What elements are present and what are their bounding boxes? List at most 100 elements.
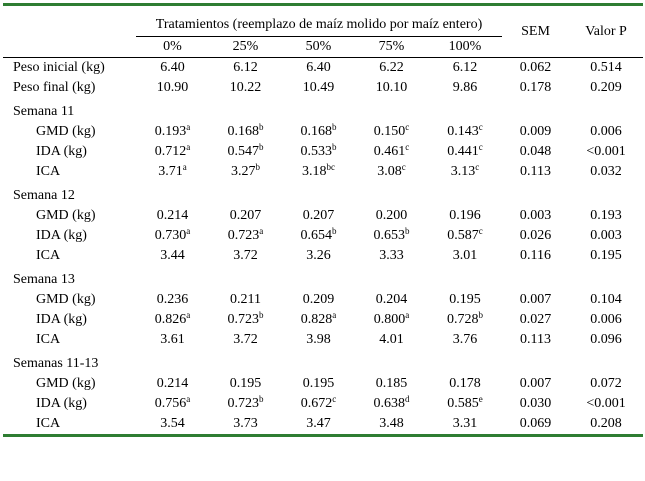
- significance-letter: b: [259, 122, 264, 132]
- pvalue-cell: 0.006: [590, 124, 622, 139]
- cell-value: 0.826: [154, 312, 187, 327]
- cell-value: 0.547: [227, 144, 260, 159]
- cell-value: 0.756: [154, 396, 187, 411]
- significance-letter: a: [186, 310, 191, 320]
- significance-letter: b: [332, 142, 337, 152]
- significance-letter: a: [259, 226, 264, 236]
- value-cell: 0.196: [428, 206, 502, 226]
- table-row: IDA (kg) 0.756a 0.723b 0.672c 0.638d 0.585e 0.…: [3, 394, 643, 414]
- value-cell: 0.207: [209, 206, 282, 226]
- cell-value: 0.200: [375, 208, 408, 223]
- level-header: 75%: [378, 39, 405, 54]
- value-cell: 10.49: [282, 78, 355, 98]
- table-row: ICA 3.44 3.72 3.26 3.33 3.01 0.116 0.195: [3, 246, 643, 266]
- cell-value: 0.723: [227, 312, 260, 327]
- pvalue-cell: 0.193: [590, 208, 622, 223]
- cell-value: 0.728: [447, 312, 479, 327]
- value-cell: 0.826a: [136, 310, 209, 330]
- cell-value: 0.638: [373, 396, 406, 411]
- table-header: Tratamientos (reemplazo de maíz molido p…: [3, 4, 644, 58]
- value-cell: 0.587c: [428, 226, 502, 246]
- cell-value: 3.61: [160, 332, 185, 347]
- sem-cell: 0.026: [519, 228, 552, 243]
- cell-value: 3.98: [306, 332, 331, 347]
- cell-value: 3.26: [306, 248, 331, 263]
- cell-value: 0.236: [156, 292, 189, 307]
- pvalue-cell: 0.072: [590, 376, 622, 391]
- cell-value: 3.27: [231, 164, 256, 179]
- value-cell: 0.168b: [209, 122, 282, 142]
- table-row: GMD (kg) 0.214 0.207 0.207 0.200 0.196 0.003 0.…: [3, 206, 643, 226]
- value-cell: 0.204: [355, 290, 428, 310]
- sem-cell: 0.116: [520, 248, 552, 263]
- cell-value: 0.207: [229, 208, 262, 223]
- value-cell: 0.533b: [282, 142, 355, 162]
- pvalue-cell: 0.195: [590, 248, 622, 263]
- pvalue-cell: 0.003: [590, 228, 622, 243]
- significance-letter: b: [255, 162, 261, 172]
- significance-letter: e: [478, 394, 483, 404]
- value-cell: 0.723a: [209, 226, 282, 246]
- cell-value: 10.49: [302, 80, 335, 95]
- value-cell: 0.200: [355, 206, 428, 226]
- value-cell: 0.214: [136, 206, 209, 226]
- value-cell: 3.72: [209, 246, 282, 266]
- cell-value: 0.712: [154, 144, 187, 159]
- value-cell: 3.48: [355, 414, 428, 437]
- sem-cell: 0.069: [502, 414, 570, 437]
- value-cell: 0.756a: [136, 394, 209, 414]
- value-cell: 6.40: [136, 58, 209, 79]
- significance-letter: a: [405, 310, 410, 320]
- cell-value: 10.90: [156, 80, 189, 95]
- value-cell: 0.178: [428, 374, 502, 394]
- level-header: 100%: [448, 39, 482, 54]
- cell-value: 0.207: [302, 208, 335, 223]
- significance-letter: a: [186, 122, 191, 132]
- sem-header: SEM: [521, 23, 550, 39]
- cell-value: 3.08: [377, 164, 402, 179]
- cell-value: 0.654: [300, 228, 333, 243]
- sem-cell: 0.007: [519, 292, 552, 307]
- significance-letter: c: [405, 142, 410, 152]
- cell-value: 6.40: [160, 60, 185, 75]
- cell-value: 0.800: [373, 312, 406, 327]
- value-cell: 6.12: [209, 58, 282, 79]
- significance-letter: c: [475, 162, 480, 172]
- pvalue-cell: 0.104: [590, 292, 622, 307]
- value-cell: 0.211: [209, 290, 282, 310]
- significance-letter: d: [405, 394, 410, 404]
- section-row: Semana 13: [3, 270, 643, 290]
- cell-value: 3.47: [306, 416, 331, 431]
- value-cell: 0.800a: [355, 310, 428, 330]
- row-label: IDA (kg): [36, 228, 87, 243]
- cell-value: 0.211: [230, 292, 261, 307]
- value-cell: 0.723b: [209, 394, 282, 414]
- pvalue-cell: 0.006: [590, 312, 622, 327]
- cell-value: 0.587: [447, 228, 479, 243]
- value-cell: 0.461c: [355, 142, 428, 162]
- value-cell: 0.195: [209, 374, 282, 394]
- value-cell: 3.26: [282, 246, 355, 266]
- value-cell: 6.22: [355, 58, 428, 79]
- cell-value: 0.204: [375, 292, 408, 307]
- cell-value: 10.22: [229, 80, 262, 95]
- cell-value: 0.653: [373, 228, 406, 243]
- significance-letter: c: [405, 122, 410, 132]
- pvalue-cell: 0.209: [590, 80, 622, 95]
- value-cell: 0.730a: [136, 226, 209, 246]
- header-corner: [3, 5, 136, 58]
- cell-value: 0.168: [300, 124, 333, 139]
- row-label: ICA: [36, 164, 61, 179]
- table-body: Peso inicial (kg) 6.40 6.12 6.40 6.22 6.12 0.0…: [3, 58, 644, 437]
- value-cell: 0.150c: [355, 122, 428, 142]
- significance-letter: c: [478, 142, 483, 152]
- table-row: GMD (kg) 0.236 0.211 0.209 0.204 0.195 0.007 0.…: [3, 290, 643, 310]
- pvalue-cell: <0.001: [586, 396, 626, 411]
- significance-letter: a: [186, 142, 191, 152]
- cell-value: 6.40: [306, 60, 331, 75]
- value-cell: 0.207: [282, 206, 355, 226]
- value-cell: 3.08c: [355, 162, 428, 182]
- significance-letter: c: [401, 162, 406, 172]
- value-cell: 6.40: [282, 58, 355, 79]
